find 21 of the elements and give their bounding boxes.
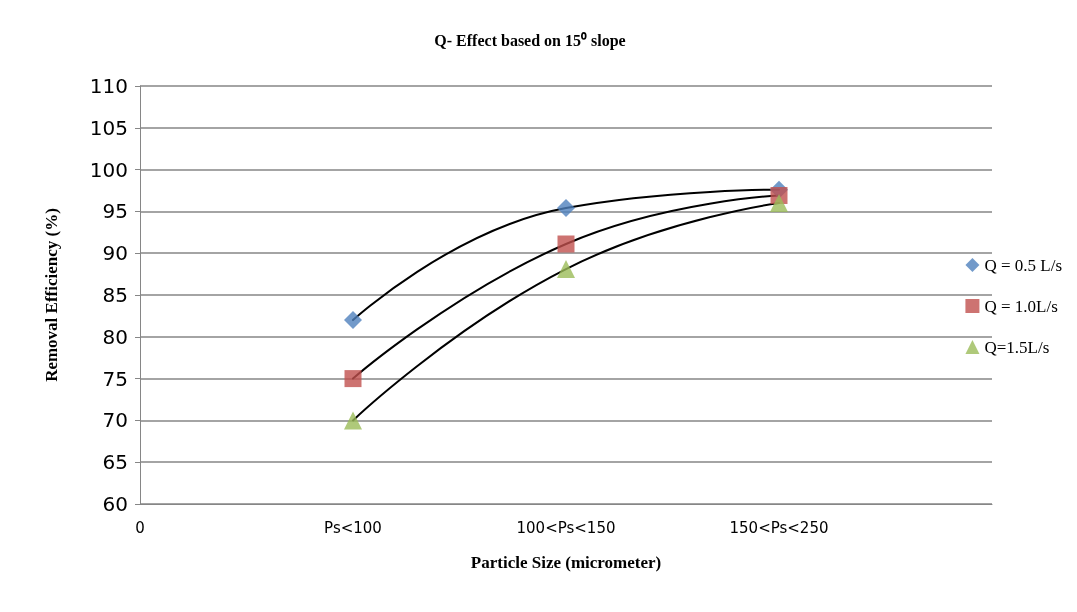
y-tick-label: 100 xyxy=(89,157,128,182)
x-tick-label: 0 xyxy=(135,518,145,537)
y-tick-label: 60 xyxy=(102,492,128,516)
chart-title: Q- Effect based on 15⁰ slope xyxy=(434,31,626,50)
y-tick-label: 80 xyxy=(102,324,128,349)
y-axis-title: Removal Efficiency (%) xyxy=(42,208,61,382)
legend-label: Q = 1.0L/s xyxy=(984,296,1058,316)
y-tick-label: 110 xyxy=(89,74,128,98)
y-tick-label: 75 xyxy=(102,366,128,391)
x-tick-label: 150<Ps<250 xyxy=(729,518,829,537)
x-tick-label: 100<Ps<150 xyxy=(516,518,616,537)
legend-label: Q=1.5L/s xyxy=(984,337,1050,357)
y-tick-label: 90 xyxy=(102,241,128,266)
y-tick-label: 70 xyxy=(102,408,128,433)
y-tick-label: 95 xyxy=(102,199,128,224)
y-tick-label: 65 xyxy=(102,450,128,475)
y-tick-label: 85 xyxy=(102,283,128,307)
legend-label: Q = 0.5 L/s xyxy=(984,255,1063,275)
x-axis-title: Particle Size (micrometer) xyxy=(470,553,662,572)
x-tick-label: Ps<100 xyxy=(324,518,382,537)
y-tick-label: 105 xyxy=(89,115,128,140)
